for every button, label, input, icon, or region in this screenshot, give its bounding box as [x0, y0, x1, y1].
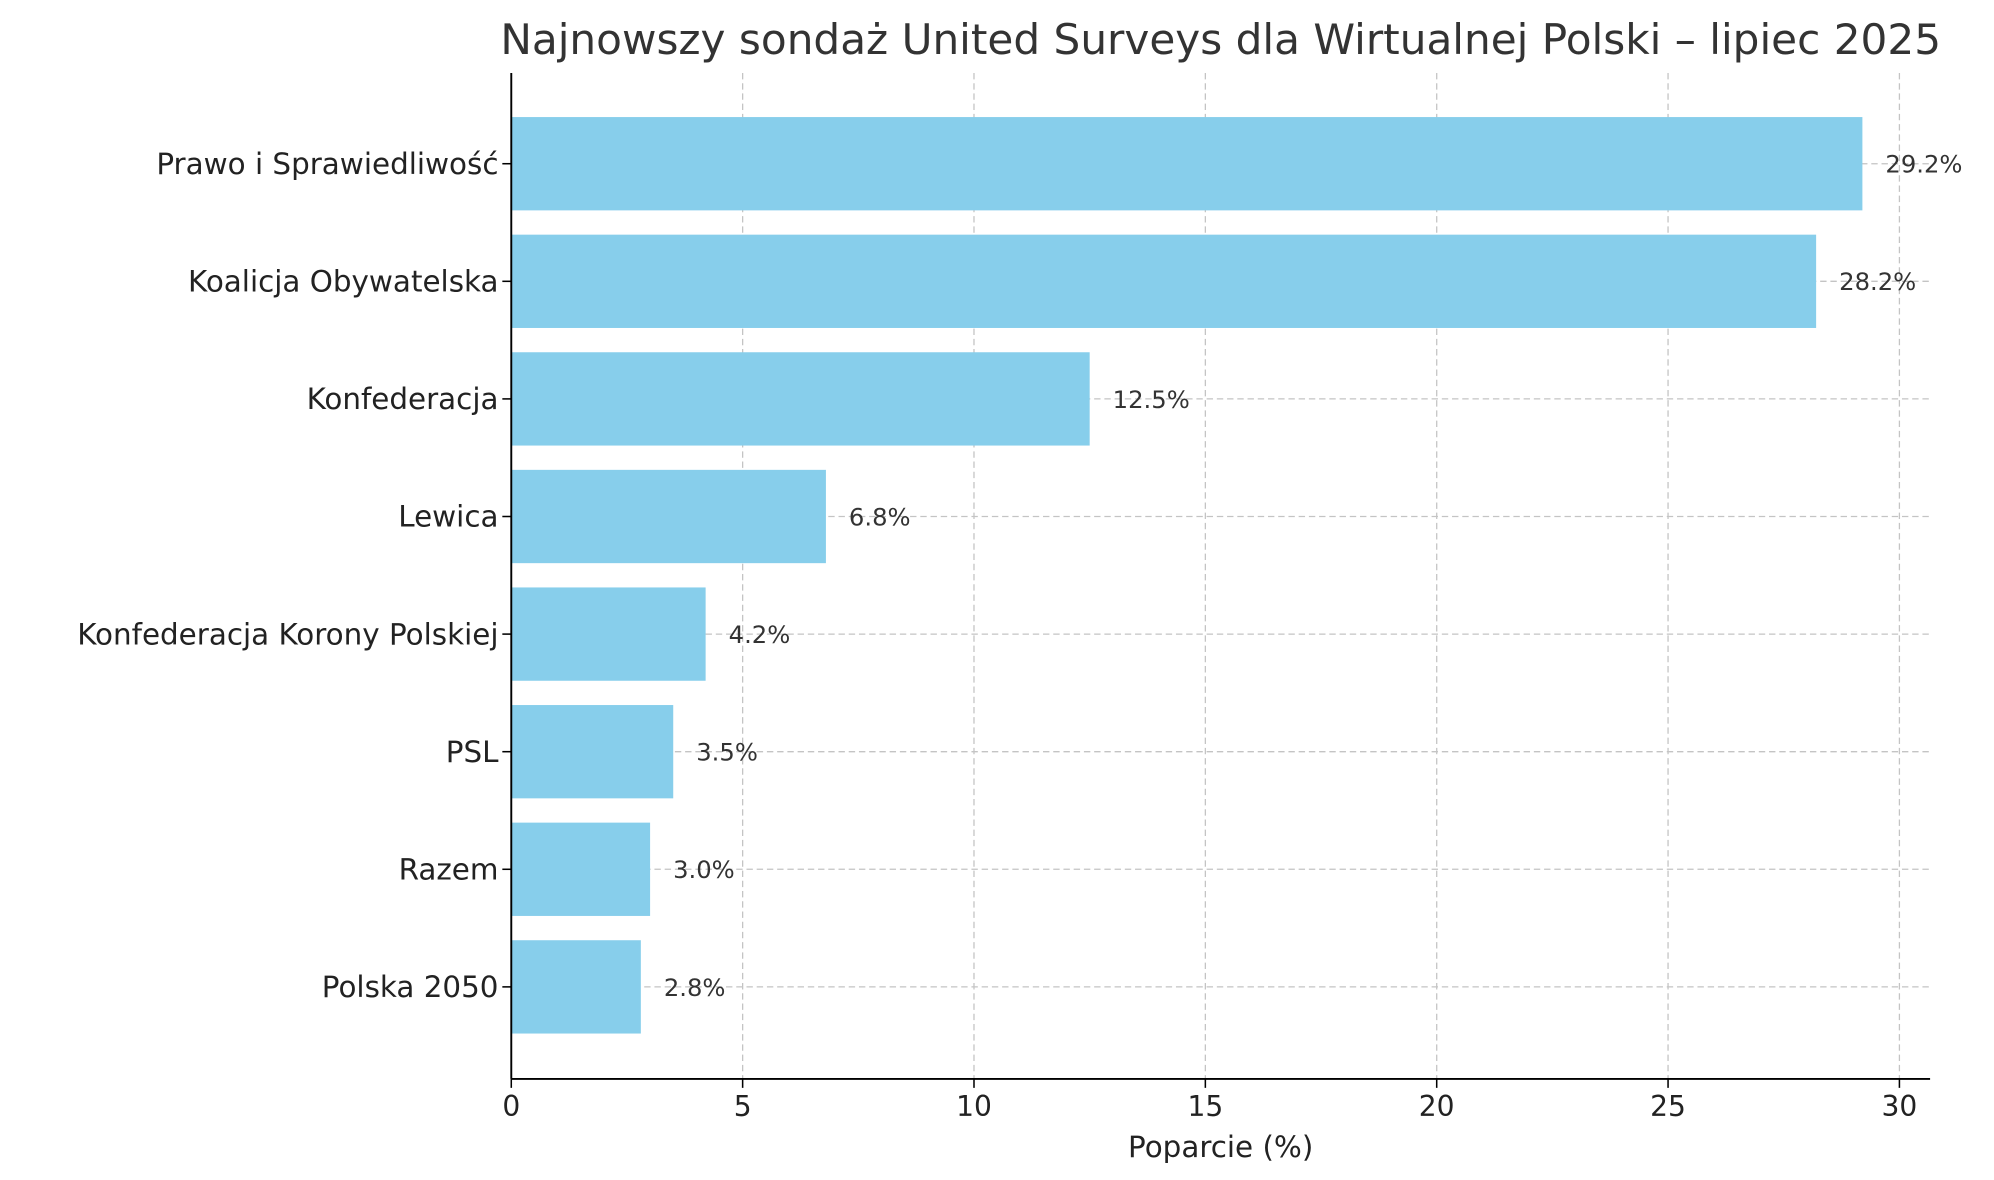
- bar: [511, 822, 651, 916]
- y-tick-label: Razem: [399, 853, 499, 887]
- x-tick-label: 5: [734, 1090, 752, 1123]
- y-tick-label: Koalicja Obywatelska: [188, 265, 498, 299]
- data-label: 29.2%: [1885, 150, 1962, 179]
- data-label: 3.0%: [673, 855, 735, 884]
- x-tick-label: 0: [502, 1090, 520, 1123]
- y-tick-label: Polska 2050: [322, 970, 499, 1004]
- y-tick-label: PSL: [446, 735, 499, 769]
- x-tick-label: 25: [1650, 1090, 1686, 1123]
- x-tick-label: 20: [1419, 1090, 1455, 1123]
- x-tick-label: 15: [1187, 1090, 1223, 1123]
- bar: [511, 234, 1817, 328]
- bar: [511, 469, 826, 564]
- data-label: 6.8%: [849, 502, 911, 531]
- data-label: 4.2%: [729, 620, 791, 649]
- y-tick-label: Konfederacja: [307, 382, 499, 416]
- data-label: 2.8%: [664, 973, 726, 1002]
- y-tick-label: Prawo i Sprawiedliwość: [156, 147, 498, 181]
- y-tick-label: Konfederacja Korony Polskiej: [77, 617, 498, 651]
- bar: [511, 705, 674, 799]
- data-label: 12.5%: [1113, 385, 1190, 414]
- x-axis-label: Poparcie (%): [1128, 1130, 1313, 1164]
- x-tick-label: 30: [1882, 1090, 1918, 1123]
- bar: [511, 940, 641, 1034]
- data-label: 3.5%: [696, 738, 758, 767]
- data-label: 28.2%: [1839, 267, 1916, 296]
- y-tick-label: Lewica: [398, 500, 498, 534]
- bar: [511, 117, 1863, 211]
- bar: [511, 352, 1090, 446]
- bar: [511, 587, 706, 681]
- x-tick-label: 10: [956, 1090, 992, 1123]
- chart-title: Najnowszy sondaż United Surveys dla Wirt…: [500, 15, 1941, 64]
